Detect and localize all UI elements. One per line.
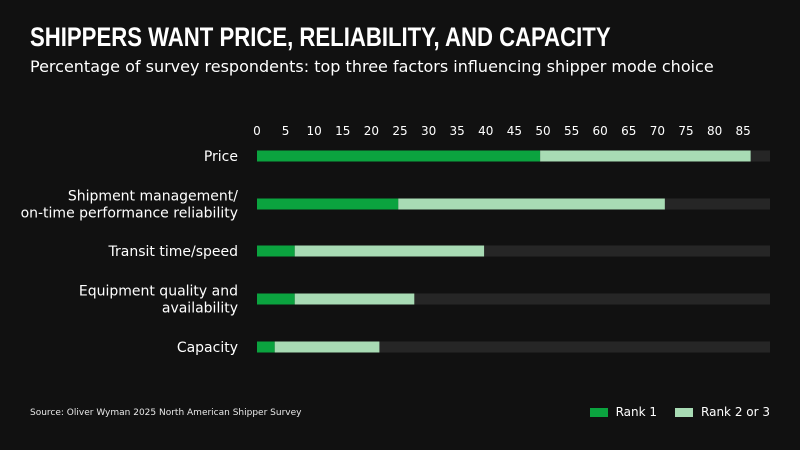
x-tick-label: 0 bbox=[253, 124, 261, 138]
bar-rank2or3 bbox=[398, 198, 665, 210]
bar-track bbox=[257, 293, 770, 305]
bar-rank2or3 bbox=[294, 293, 415, 305]
category-label: Transit time/speed bbox=[108, 244, 238, 260]
legend-swatch-rank23 bbox=[675, 407, 694, 417]
x-tick-label: 10 bbox=[307, 124, 322, 138]
category-label: Shipment management/on-time performance … bbox=[21, 189, 239, 222]
bar-rank1 bbox=[257, 341, 275, 353]
x-tick-label: 30 bbox=[421, 124, 436, 138]
bar-track bbox=[257, 341, 770, 353]
x-tick-label: 25 bbox=[392, 124, 407, 138]
x-tick-label: 20 bbox=[364, 124, 379, 138]
x-tick-label: 80 bbox=[707, 124, 722, 138]
x-tick-label: 60 bbox=[593, 124, 608, 138]
x-tick-label: 35 bbox=[450, 124, 465, 138]
bar-rank2or3 bbox=[540, 150, 751, 162]
chart-subtitle: Percentage of survey respondents: top th… bbox=[30, 57, 714, 76]
legend: Rank 1 Rank 2 or 3 bbox=[572, 405, 770, 419]
bar-rank1 bbox=[257, 198, 399, 210]
category-label: Capacity bbox=[177, 340, 238, 356]
legend-swatch-rank1 bbox=[589, 407, 608, 417]
legend-label-rank1: Rank 1 bbox=[615, 405, 658, 419]
x-tick-label: 65 bbox=[621, 124, 636, 138]
x-tick-label: 75 bbox=[678, 124, 693, 138]
legend-label-rank23: Rank 2 or 3 bbox=[701, 405, 770, 419]
bar-track bbox=[257, 245, 770, 257]
category-label: Equipment quality and availability bbox=[79, 284, 238, 317]
x-tick-label: 15 bbox=[335, 124, 350, 138]
bar-rank2or3 bbox=[274, 341, 380, 353]
legend-item-rank23: Rank 2 or 3 bbox=[675, 405, 770, 419]
source-note: Source: Oliver Wyman 2025 North American… bbox=[30, 408, 302, 418]
x-tick-label: 40 bbox=[478, 124, 493, 138]
chart-title: SHIPPERS WANT PRICE, RELIABILITY, AND CA… bbox=[30, 22, 611, 52]
x-tick-label: 70 bbox=[650, 124, 665, 138]
legend-item-rank1: Rank 1 bbox=[589, 405, 658, 419]
bar-rank1 bbox=[257, 150, 541, 162]
x-tick-label: 55 bbox=[564, 124, 579, 138]
category-label: Price bbox=[204, 149, 238, 165]
bar-rank1 bbox=[257, 293, 295, 305]
bar-rank2or3 bbox=[294, 245, 485, 257]
x-tick-label: 50 bbox=[535, 124, 550, 138]
x-tick-label: 45 bbox=[507, 124, 522, 138]
bar-rank1 bbox=[257, 245, 295, 257]
x-tick-label: 5 bbox=[282, 124, 290, 138]
x-tick-label: 85 bbox=[736, 124, 751, 138]
